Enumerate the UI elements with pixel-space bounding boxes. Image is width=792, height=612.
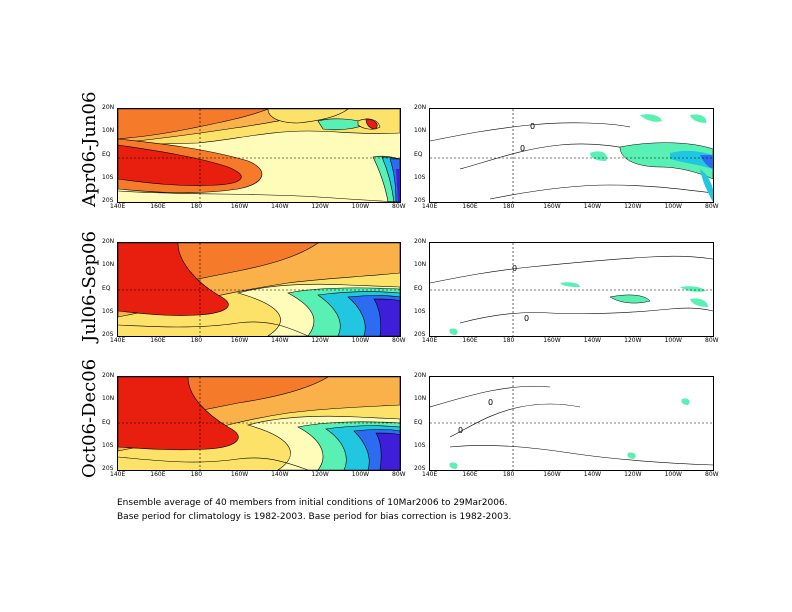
- lon-tick-label: 160W: [230, 337, 249, 344]
- lon-tick-label: 80W: [705, 471, 719, 478]
- lon-tick-label: 160E: [462, 203, 478, 210]
- lon-tick-label: 160E: [462, 471, 478, 478]
- lon-tick-label: 140E: [110, 203, 126, 210]
- lon-tick-label: 160E: [462, 337, 478, 344]
- lat-tick-label: 10N: [414, 127, 427, 135]
- lon-tick-label: 160W: [230, 203, 249, 210]
- map-panel-left-1: [117, 108, 401, 203]
- lon-tick-label: 100W: [664, 337, 682, 344]
- lat-tick-label: EQ: [102, 284, 111, 292]
- lon-tick-label: 180: [502, 471, 515, 478]
- lon-tick-label: 160E: [150, 337, 166, 344]
- lon-tick-label: 120W: [311, 471, 329, 478]
- lat-tick-label: 10N: [102, 395, 115, 403]
- lon-tick-label: 140E: [110, 471, 126, 478]
- contour-zero-label: 0: [488, 398, 493, 407]
- map-panel-left-3: [117, 376, 401, 471]
- lat-tick-label: 20S: [414, 331, 426, 338]
- contour-zero-label: 0: [512, 264, 517, 273]
- lat-tick-label: 10N: [414, 261, 427, 269]
- lon-tick-label: 80W: [392, 203, 406, 210]
- lon-tick-label: 160W: [230, 471, 249, 478]
- lon-tick-label: 120W: [624, 337, 642, 344]
- lat-tick-label: 20S: [102, 465, 114, 472]
- lon-tick-label: 160E: [150, 203, 166, 210]
- lon-tick-label: 140E: [110, 337, 126, 344]
- lon-tick-label: 180: [502, 203, 515, 210]
- lat-tick-label: 20N: [102, 238, 115, 245]
- lat-tick-label: 20S: [414, 197, 426, 204]
- lon-tick-label: 120W: [624, 203, 642, 210]
- map-panel-right-3: 0 0: [429, 376, 714, 471]
- lon-tick-label: 160E: [150, 471, 166, 478]
- lon-tick-label: 180: [190, 337, 203, 344]
- lon-tick-label: 180: [502, 337, 515, 344]
- lon-tick-label: 140W: [271, 337, 289, 344]
- lon-tick-label: 160W: [543, 203, 561, 210]
- lon-tick-label: 140W: [271, 471, 289, 478]
- lon-tick-label: 80W: [705, 337, 719, 344]
- lon-tick-label: 120W: [311, 337, 329, 344]
- map-panel-left-2: [117, 242, 401, 337]
- lon-tick-label: 120W: [311, 203, 329, 210]
- lat-tick-label: 20N: [414, 238, 427, 245]
- lon-tick-label: 180: [190, 471, 203, 478]
- lat-tick-label: 20S: [102, 331, 114, 338]
- lat-tick-label: 10S: [414, 173, 426, 181]
- lon-tick-label: 140E: [422, 337, 438, 344]
- lat-tick-label: 10S: [414, 307, 426, 315]
- lon-tick-label: 180: [190, 203, 203, 210]
- lat-tick-label: 10N: [102, 127, 115, 135]
- contour-zero-label: 0: [530, 122, 535, 131]
- caption-line-2: Base period for climatology is 1982-2003…: [117, 512, 512, 522]
- lon-tick-label: 100W: [664, 471, 682, 478]
- lat-tick-label: 20N: [102, 104, 115, 111]
- lat-tick-label: 10S: [102, 441, 114, 449]
- lon-tick-label: 100W: [351, 337, 370, 344]
- row-label-3: Oct06-Dec06: [79, 358, 100, 478]
- lon-tick-label: 160W: [543, 471, 561, 478]
- lat-tick-label: 20N: [414, 104, 427, 111]
- lon-tick-label: 100W: [351, 203, 370, 210]
- lat-tick-label: EQ: [102, 150, 111, 158]
- lat-tick-label: 20N: [414, 372, 427, 379]
- lon-tick-label: 80W: [705, 203, 719, 210]
- contour-zero-label: 0: [458, 426, 463, 435]
- contour-zero-label: 0: [524, 314, 529, 323]
- lat-tick-label: 10N: [414, 395, 427, 403]
- lon-tick-label: 140W: [583, 471, 602, 478]
- lat-tick-label: 20S: [414, 465, 426, 472]
- lon-tick-label: 100W: [664, 203, 682, 210]
- lon-tick-label: 140W: [583, 337, 602, 344]
- lat-tick-label: 20S: [102, 197, 114, 204]
- lat-tick-label: EQ: [102, 418, 111, 426]
- lon-tick-label: 140W: [271, 203, 289, 210]
- lat-tick-label: EQ: [414, 284, 423, 292]
- map-panel-right-1: 0 0: [429, 108, 714, 203]
- lat-tick-label: EQ: [414, 418, 423, 426]
- lon-tick-label: 140W: [583, 203, 602, 210]
- lat-tick-label: 10S: [102, 173, 114, 181]
- lon-tick-label: 160W: [543, 337, 561, 344]
- lon-tick-label: 80W: [392, 337, 406, 344]
- lon-tick-label: 140E: [422, 471, 438, 478]
- row-label-1: Apr06-Jun06: [79, 91, 100, 207]
- map-panel-right-2: 0 0: [429, 242, 714, 337]
- lon-tick-label: 140E: [422, 203, 438, 210]
- row-label-2: Jul06-Sep06: [79, 231, 100, 342]
- lon-tick-label: 100W: [351, 471, 370, 478]
- lon-tick-label: 120W: [624, 471, 642, 478]
- lat-tick-label: 10S: [102, 307, 114, 315]
- lon-tick-label: 80W: [392, 471, 406, 478]
- lat-tick-label: EQ: [414, 150, 423, 158]
- contour-zero-label: 0: [520, 144, 525, 153]
- lat-tick-label: 10N: [102, 261, 115, 269]
- lat-tick-label: 10S: [414, 441, 426, 449]
- lat-tick-label: 20N: [102, 372, 115, 379]
- caption-line-1: Ensemble average of 40 members from init…: [117, 498, 508, 508]
